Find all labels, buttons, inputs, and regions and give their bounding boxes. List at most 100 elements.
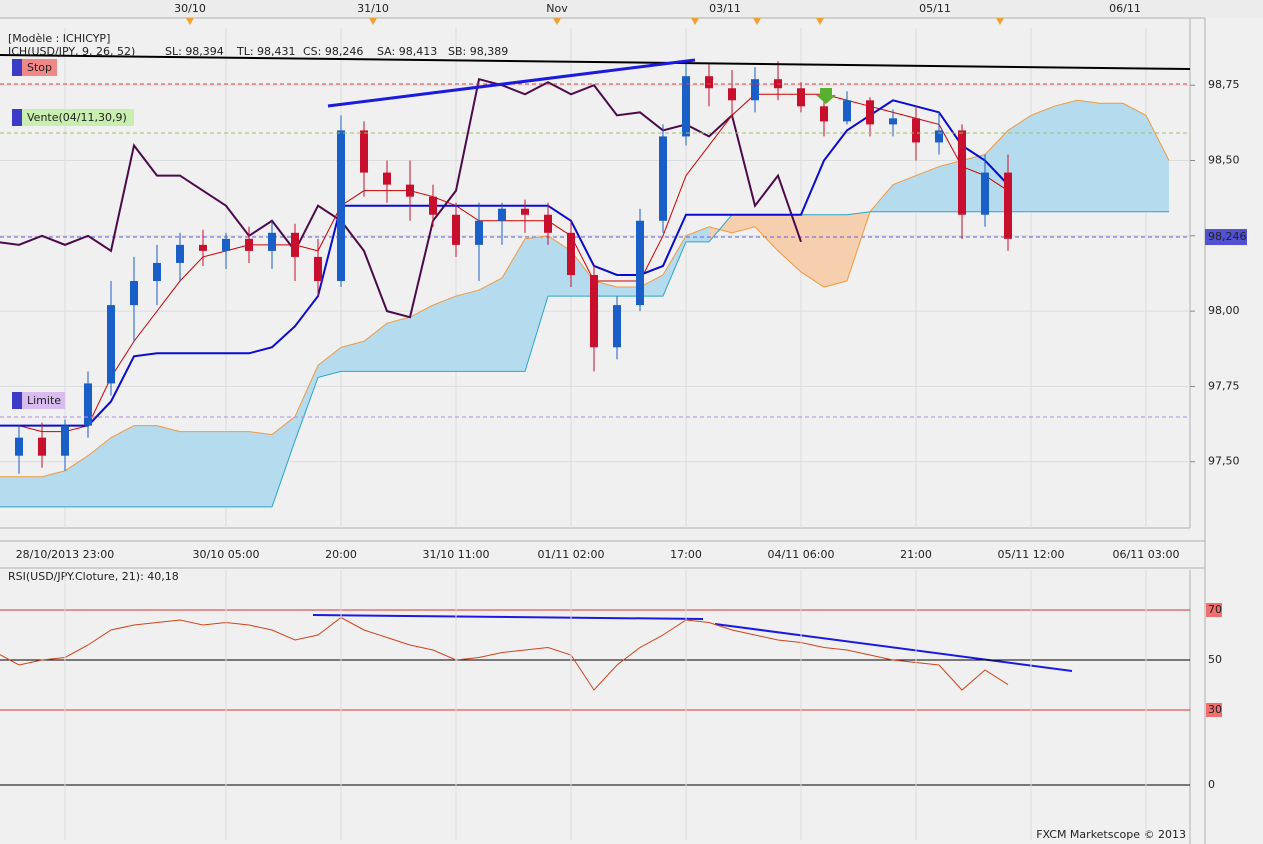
candle-body: [590, 274, 598, 348]
candle-body: [613, 305, 621, 348]
candle-body: [406, 184, 414, 197]
order-label[interactable]: Vente(04/11,30,9): [27, 111, 127, 124]
candle-body: [291, 232, 299, 257]
candle-body: [797, 88, 805, 107]
cloud: [364, 323, 387, 372]
cloud: [387, 317, 410, 372]
candle-body: [199, 244, 207, 251]
order-label[interactable]: Stop: [27, 61, 52, 74]
cloud: [916, 166, 939, 212]
x-tick-label: 20:00: [325, 548, 357, 561]
cloud: [134, 425, 157, 507]
cloud: [111, 425, 134, 507]
legend-entry: SL: 98,394: [165, 45, 224, 58]
order-tag[interactable]: [22, 59, 57, 76]
candle-body: [912, 118, 920, 143]
cloud: [456, 290, 479, 372]
order-handle[interactable]: [12, 59, 22, 76]
top-date-label: Nov: [546, 2, 568, 15]
candle-body: [130, 281, 138, 306]
candle-body: [659, 136, 667, 221]
cloud: [341, 341, 364, 372]
cloud: [433, 296, 456, 372]
cloud: [686, 226, 709, 242]
y-tick-label: 0: [1208, 778, 1215, 791]
cloud: [1008, 115, 1031, 212]
cloud: [1077, 100, 1100, 212]
cloud: [410, 305, 433, 372]
cloud: [801, 214, 824, 288]
rsi-plot: [0, 609, 1190, 786]
cloud: [203, 431, 226, 507]
cloud: [732, 214, 755, 233]
top-date-label: 06/11: [1109, 2, 1141, 15]
cloud: [65, 455, 88, 507]
top-date-label: 05/11: [919, 2, 951, 15]
candle-body: [544, 214, 552, 233]
candle-body: [176, 244, 184, 263]
rsi-line: [0, 616, 1009, 691]
legend-entry: SB: 98,389: [448, 45, 508, 58]
indicator-label: ICH(USD/JPY, 9, 26, 52): [8, 45, 135, 58]
candle-body: [521, 208, 529, 215]
indicator-line: [0, 77, 802, 319]
cloud: [663, 235, 686, 297]
footer: FXCM Marketscope © 2013: [1036, 828, 1186, 841]
y-tick-label: 98,75: [1208, 78, 1240, 91]
cloud: [502, 238, 525, 372]
rsi-title: RSI(USD/JPY.Cloture, 21): 40,18: [8, 570, 179, 583]
candle-body: [61, 425, 69, 456]
top-axis: [0, 0, 1263, 18]
cloud: [180, 431, 203, 507]
top-date-label: 31/10: [357, 2, 389, 15]
legend-entry: SA: 98,413: [377, 45, 437, 58]
x-tick-label: 17:00: [670, 548, 702, 561]
cloud: [594, 281, 617, 297]
order-handle[interactable]: [12, 109, 22, 126]
candle-body: [728, 88, 736, 101]
cloud: [157, 425, 180, 507]
cloud: [824, 214, 847, 288]
candle-body: [705, 76, 713, 89]
y-tick-label: 97,50: [1208, 455, 1240, 468]
cloud: [1146, 115, 1169, 212]
cloud: [985, 130, 1008, 212]
candle-body: [498, 208, 506, 221]
y-tick-label: 97,75: [1208, 379, 1240, 392]
candle-body: [452, 214, 460, 245]
trend-line: [312, 614, 704, 620]
order-handle[interactable]: [12, 392, 22, 409]
cloud: [249, 431, 272, 507]
trend-line: [0, 54, 1190, 70]
trend-line: [327, 58, 696, 108]
top-date-label: 03/11: [709, 2, 741, 15]
order-tag[interactable]: [22, 392, 65, 409]
order-label[interactable]: Limite: [27, 394, 61, 407]
candle-body: [84, 383, 92, 426]
annotations: [0, 54, 1190, 418]
cloud: [0, 476, 19, 507]
sell-arrow: [816, 88, 836, 104]
cloud: [571, 250, 594, 297]
cloud: [939, 160, 962, 212]
candle-body: [958, 130, 966, 215]
candle-body: [567, 232, 575, 275]
cloud: [479, 278, 502, 372]
order-tag[interactable]: [22, 109, 134, 126]
candle-body: [935, 130, 943, 143]
candle-body: [843, 100, 851, 122]
candle-body: [429, 196, 437, 215]
tick-label-box: [1206, 603, 1222, 617]
cloud: [548, 235, 571, 297]
candle-body: [383, 172, 391, 185]
candle-body: [636, 220, 644, 306]
legend-entry: TL: 98,431: [236, 45, 296, 58]
model-label: [Modèle : ICHICYP]: [8, 32, 110, 45]
last-price-label: 98,246: [1208, 230, 1247, 243]
candle-body: [245, 238, 253, 251]
cloud: [1100, 103, 1123, 212]
tick-label-box: [1206, 703, 1222, 717]
x-tick-label: 31/10 11:00: [423, 548, 490, 561]
cloud: [295, 365, 318, 441]
cloud: [88, 437, 111, 507]
